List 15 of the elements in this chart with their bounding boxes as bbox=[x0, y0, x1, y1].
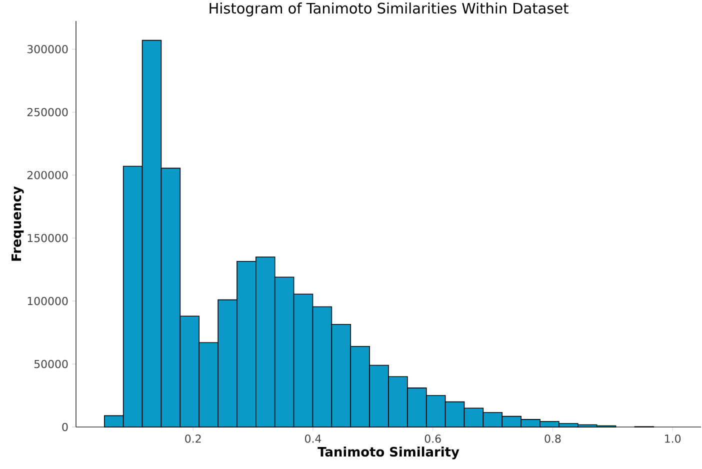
y-axis-title: Frequency bbox=[12, 186, 24, 261]
x-tick-label: 0.6 bbox=[424, 434, 441, 443]
y-tick-label: 150000 bbox=[28, 234, 68, 242]
x-tick-label: 0.8 bbox=[544, 434, 561, 443]
chart-title: Histogram of Tanimoto Similarities Within Dataset bbox=[210, 2, 568, 16]
y-tick-label: 50000 bbox=[34, 360, 68, 368]
x-tick-label: 1.0 bbox=[665, 434, 681, 443]
x-tick-label: 0.4 bbox=[304, 434, 322, 443]
x-axis-title: Tanimoto Similarity bbox=[318, 446, 460, 460]
y-tick-label: 300000 bbox=[27, 45, 68, 54]
y-tick-label: 100000 bbox=[28, 296, 68, 306]
y-tick-label: 250000 bbox=[27, 108, 68, 116]
y-tick-label: 0 bbox=[62, 422, 68, 432]
x-tick-label: 0.2 bbox=[185, 434, 201, 443]
y-tick-label: 200000 bbox=[27, 170, 68, 180]
